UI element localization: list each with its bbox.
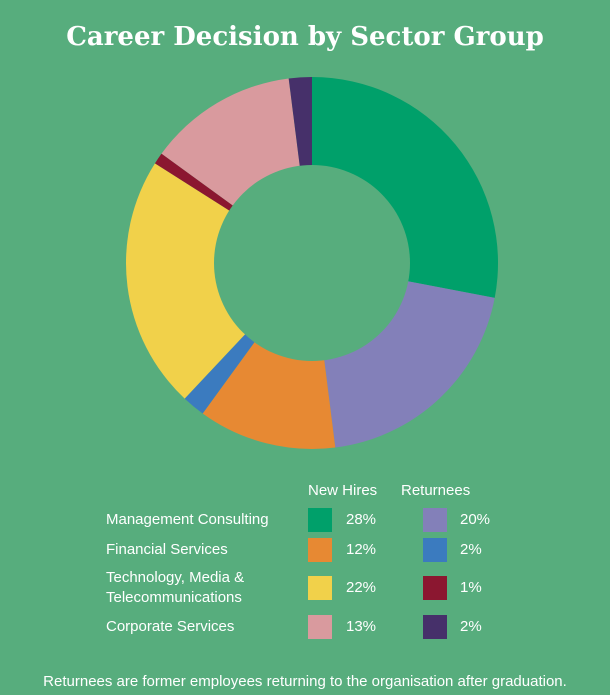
- legend-value-returnees-technology: 1%: [460, 579, 482, 596]
- legend-value-new-hires-management-consulting: 28%: [346, 511, 377, 528]
- legend-value-new-hires-financial-services: 12%: [346, 541, 377, 558]
- legend-label-financial-services: Financial Services: [106, 541, 228, 558]
- chart-title: Career Decision by Sector Group: [66, 22, 544, 52]
- legend-value-new-hires-technology: 22%: [346, 579, 377, 596]
- legend-swatch-returnees-management-consulting: [423, 508, 447, 532]
- legend-swatch-new-hires-technology: [308, 576, 332, 600]
- footnote: Returnees are former employees returning…: [43, 673, 567, 690]
- legend-header-returnees: Returnees: [401, 482, 471, 499]
- legend-label-management-consulting: Management Consulting: [106, 511, 269, 528]
- legend-value-returnees-management-consulting: 20%: [460, 511, 491, 528]
- legend-swatch-new-hires-financial-services: [308, 538, 332, 562]
- legend-label-corporate-services: Corporate Services: [106, 618, 235, 635]
- legend-swatch-new-hires-corporate-services: [308, 615, 332, 639]
- legend-value-returnees-financial-services: 2%: [460, 541, 482, 558]
- legend-swatch-returnees-corporate-services: [423, 615, 447, 639]
- legend-header-new-hires: New Hires: [308, 482, 378, 499]
- legend-swatch-new-hires-management-consulting: [308, 508, 332, 532]
- legend-label-technology-media-telecommunications: Technology, Media & Telecommunications: [106, 569, 245, 606]
- legend-value-new-hires-corporate-services: 13%: [346, 618, 377, 635]
- legend-swatch-returnees-financial-services: [423, 538, 447, 562]
- legend-swatch-returnees-technology: [423, 576, 447, 600]
- donut-hole: [214, 165, 410, 361]
- legend-value-returnees-corporate-services: 2%: [460, 618, 482, 635]
